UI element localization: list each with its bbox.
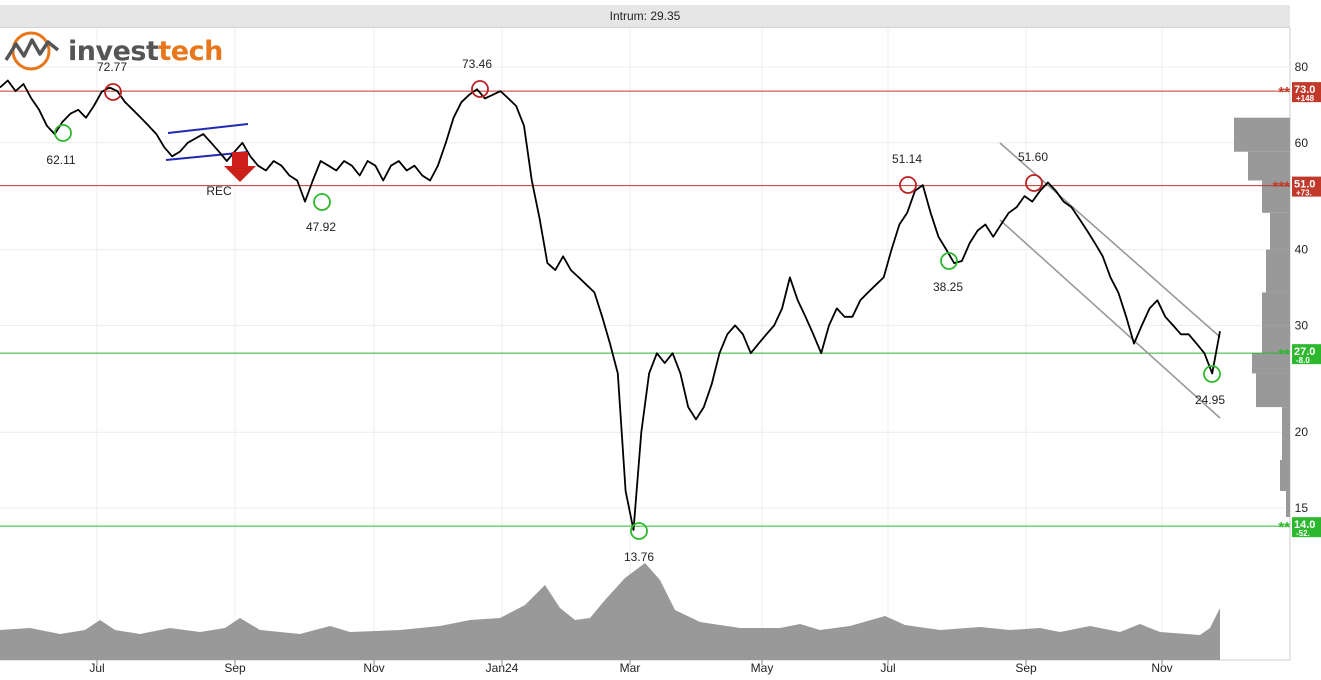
volume-profile-bar (1234, 117, 1290, 152)
x-tick-label: May (751, 661, 774, 675)
level-badge (1292, 517, 1321, 538)
logo-text-tech: tech (158, 36, 223, 67)
level-value: 51.0 (1294, 179, 1315, 191)
top-marker (1025, 174, 1043, 192)
top-label: 73.46 (462, 57, 492, 71)
level-pct: -52. (1296, 529, 1310, 538)
logo-icon (4, 31, 60, 71)
x-tick-label: Jan24 (486, 661, 519, 675)
volume-profile-bar (1252, 353, 1290, 374)
x-tick-label: Sep (1015, 661, 1037, 675)
volume-area (0, 563, 1220, 660)
top-label: 51.60 (1018, 150, 1048, 164)
y-tick-label: 60 (1295, 136, 1309, 150)
volume-profile-bar (1266, 249, 1290, 293)
bottom-marker (54, 124, 72, 142)
bottom-marker (1203, 365, 1221, 383)
bottom-label: 24.95 (1195, 393, 1225, 407)
level-pct: +148 (1296, 94, 1315, 103)
x-tick-label: Sep (224, 661, 246, 675)
bottom-marker (313, 193, 331, 211)
level-stars: ** (1278, 84, 1290, 101)
price-line (0, 79, 1221, 531)
investtech-logo: investtech (2, 30, 272, 72)
volume-profile-bar (1286, 490, 1290, 517)
level-value: 27.0 (1294, 346, 1315, 358)
volume-profile-bar (1248, 151, 1290, 181)
top-label: 72.77 (97, 60, 127, 74)
x-tick-label: Jul (89, 661, 104, 675)
top-label: 51.14 (892, 152, 922, 166)
bottom-marker (940, 252, 958, 270)
level-badge (1292, 176, 1321, 197)
level-pct: +73. (1296, 189, 1312, 198)
y-tick-label: 15 (1295, 501, 1309, 515)
chart-title: Intrum: 29.35 (609, 9, 681, 23)
level-stars: ** (1278, 346, 1290, 363)
volume-profile-bar (1270, 212, 1290, 250)
chart-title-bar: Intrum: 29.35 (0, 5, 1290, 28)
volume-profile-bar (1280, 459, 1290, 491)
x-tick-label: Jul (880, 661, 895, 675)
volume-profile-bar (1262, 292, 1290, 326)
bottom-label: 62.11 (46, 153, 75, 167)
level-value: 73.0 (1294, 84, 1315, 96)
y-tick-label: 40 (1295, 243, 1309, 257)
level-stars: *** (1272, 179, 1290, 196)
logo-text-invest: invest (68, 36, 159, 67)
bottom-label: 47.92 (306, 220, 336, 234)
y-tick-label: 20 (1295, 425, 1309, 439)
volume-profile-bar (1282, 407, 1290, 460)
channel-lower (999, 219, 1221, 419)
level-pct: -8.0 (1296, 356, 1310, 365)
top-marker (471, 80, 489, 98)
bottom-label: 38.25 (933, 280, 963, 294)
volume-profile-bar (1262, 325, 1290, 354)
y-tick-label: 30 (1295, 318, 1309, 332)
level-value: 14.0 (1294, 519, 1315, 531)
sell-signal-arrow (224, 152, 256, 182)
channel-upper (999, 142, 1221, 338)
top-marker (899, 176, 917, 194)
signal-label: REC (206, 184, 232, 198)
formation-upper (167, 123, 249, 134)
x-tick-label: Nov (1151, 661, 1172, 675)
bottom-marker (630, 522, 648, 540)
x-tick-label: Nov (363, 661, 384, 675)
bottom-label: 13.76 (624, 550, 654, 564)
top-marker (104, 83, 122, 101)
level-badge (1292, 82, 1321, 103)
x-tick-label: Mar (620, 661, 641, 675)
y-tick-label: 80 (1295, 60, 1309, 74)
volume-profile-bar (1256, 373, 1290, 408)
level-badge (1292, 344, 1321, 365)
level-stars: ** (1278, 519, 1290, 536)
